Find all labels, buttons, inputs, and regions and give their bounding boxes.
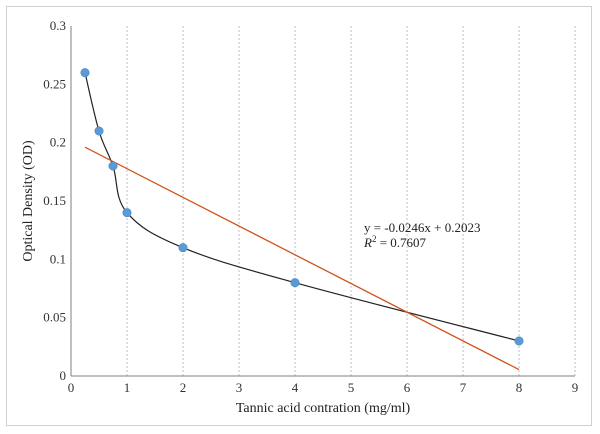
y-axis-label: Optical Density (OD) [21,140,36,262]
y-tick-labels: 0 0.05 0.1 0.15 0.2 0.25 0.3 [43,18,66,383]
x-tick-label: 6 [404,380,411,395]
x-tick-label: 1 [124,380,131,395]
y-tick-label: 0.15 [43,193,66,208]
x-tick-label: 9 [572,380,579,395]
y-tick-label: 0.3 [50,18,66,33]
data-point [80,68,90,78]
data-point [108,161,118,171]
x-tick-label: 0 [68,380,75,395]
y-tick-label: 0 [60,368,67,383]
r-squared-label: R2 = 0.7607 [363,234,427,250]
trendline-equation: y = -0.0246x + 0.2023 [364,220,481,235]
x-tick-labels: 0 1 2 3 4 5 6 7 8 9 [68,380,579,395]
y-tick-label: 0.05 [43,310,66,325]
x-tick-label: 2 [180,380,187,395]
smooth-connecting-line [84,72,520,342]
x-axis-label: Tannic acid contration (mg/ml) [236,401,411,416]
x-tick-label: 5 [348,380,355,395]
data-point [122,208,132,218]
y-tick-label: 0.2 [50,135,66,150]
linear-trendline [84,146,520,371]
data-point [178,243,188,253]
data-point [94,126,104,136]
x-tick-label: 4 [292,380,299,395]
data-points [80,68,524,346]
y-tick-label: 0.25 [43,76,66,91]
x-tick-label: 7 [460,380,467,395]
data-point [290,278,300,288]
x-tick-label: 3 [236,380,243,395]
y-tick-label: 0.1 [50,251,66,266]
x-tick-label: 8 [516,380,523,395]
data-point [514,336,524,346]
chart-frame [6,6,592,426]
grid-lines [126,26,576,376]
